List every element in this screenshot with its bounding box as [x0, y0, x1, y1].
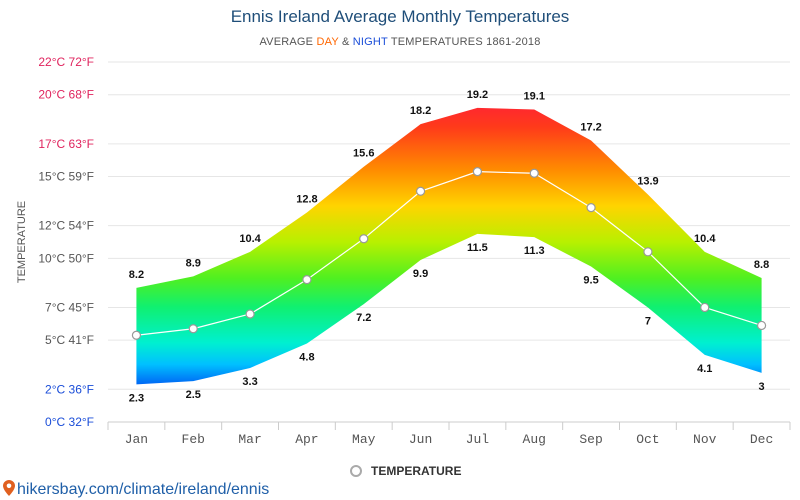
day-value-label: 12.8	[296, 194, 317, 206]
night-value-label: 3.3	[242, 376, 257, 388]
y-tick-label: 10°C 50°F	[38, 251, 94, 265]
y-axis: 0°C 32°F 2°C 36°F 5°C 41°F 7°C 45°F 10°C 50°…	[38, 55, 94, 429]
y-tick-label: 5°C 41°F	[45, 333, 94, 347]
subtitle-suffix: TEMPERATURES 1861-2018	[387, 36, 541, 48]
average-temperature-point	[359, 234, 369, 244]
y-tick-label: 17°C 63°F	[38, 137, 94, 151]
y-tick-label: 20°C 68°F	[38, 88, 94, 102]
average-temperature-point	[245, 309, 255, 319]
footer-link[interactable]: hikersbay.com/climate/ireland/ennis	[3, 480, 269, 499]
y-tick-label: 15°C 59°F	[38, 170, 94, 184]
night-value-label: 4.1	[697, 363, 712, 375]
x-tick-label: Mar	[238, 432, 261, 447]
night-value-label: 7.2	[356, 312, 371, 324]
day-night-range-area	[136, 107, 762, 385]
average-temperature-line	[136, 171, 762, 336]
x-tick-label: Nov	[693, 432, 717, 447]
day-value-label: 10.4	[694, 233, 716, 245]
average-temperature-point	[700, 302, 710, 313]
chart-title: Ennis Ireland Average Monthly Temperatur…	[230, 7, 570, 26]
day-value-label: 19.2	[467, 89, 488, 101]
day-value-label: 10.4	[239, 233, 261, 245]
x-axis: Jan Feb Mar Apr May Jun Jul Aug Sep Oct Nov Dec	[107, 421, 791, 447]
y-tick-label: 7°C 45°F	[45, 300, 94, 314]
average-temperature-point	[472, 167, 483, 177]
data-labels: 8.2 8.9 10.4 12.8 15.6 18.2 19.2 19.1 17.2 13.9 10…	[129, 89, 769, 405]
subtitle-night: NIGHT	[352, 36, 388, 48]
subtitle-amp: &	[338, 36, 353, 48]
x-tick-label: Jan	[125, 432, 148, 447]
day-value-label: 8.2	[129, 269, 144, 281]
day-value-label: 8.8	[754, 259, 769, 271]
day-value-label: 19.1	[524, 90, 545, 102]
night-value-label: 4.8	[299, 351, 314, 363]
average-temperature-point	[756, 320, 767, 331]
legend-marker-icon	[350, 465, 362, 477]
average-temperature-point	[188, 324, 198, 334]
x-tick-label: Aug	[523, 432, 546, 447]
average-temperature-point	[529, 168, 539, 178]
day-value-label: 13.9	[637, 176, 658, 188]
subtitle-prefix: AVERAGE	[259, 36, 317, 48]
night-value-label: 2.5	[186, 389, 201, 401]
average-temperature-point	[586, 203, 596, 213]
x-tick-label: Jun	[409, 432, 432, 447]
y-axis-title: TEMPERATURE	[16, 201, 28, 283]
x-tick-label: Jul	[466, 432, 490, 447]
average-line	[131, 167, 767, 340]
average-temperature-point	[643, 247, 653, 257]
x-tick-label: May	[352, 432, 376, 447]
night-value-label: 9.9	[413, 268, 428, 280]
night-value-label: 11.5	[467, 242, 488, 254]
y-tick-label: 22°C 72°F	[38, 55, 94, 69]
y-tick-label: 0°C 32°F	[45, 415, 94, 429]
day-value-label: 8.9	[186, 257, 201, 269]
x-tick-label: Dec	[750, 432, 773, 447]
day-value-label: 18.2	[410, 105, 431, 117]
night-value-label: 2.3	[129, 392, 144, 404]
legend-label: TEMPERATURE	[371, 464, 462, 478]
map-pin-icon	[3, 480, 15, 496]
night-value-label: 11.3	[524, 245, 545, 257]
day-value-label: 17.2	[580, 122, 601, 134]
night-value-label: 3	[759, 381, 765, 393]
x-tick-label: Oct	[636, 432, 659, 447]
day-value-label: 15.6	[353, 148, 374, 160]
average-temperature-point	[302, 275, 312, 285]
chart-subtitle: AVERAGE DAY & NIGHT TEMPERATURES 1861-20…	[0, 36, 800, 48]
x-tick-label: Sep	[579, 432, 602, 447]
x-tick-label: Feb	[182, 432, 205, 447]
average-temperature-point	[415, 186, 426, 196]
footer-text: hikersbay.com/climate/ireland/ennis	[17, 481, 270, 498]
legend[interactable]: TEMPERATURE	[350, 464, 461, 478]
night-value-label: 7	[645, 315, 651, 327]
y-tick-label: 2°C 36°F	[45, 382, 94, 396]
temperature-range-area	[136, 107, 762, 385]
average-temperature-point	[131, 330, 142, 340]
y-tick-label: 12°C 54°F	[38, 219, 94, 233]
night-value-label: 9.5	[583, 275, 598, 287]
subtitle-day: DAY	[316, 36, 339, 48]
x-tick-label: Apr	[295, 432, 318, 447]
